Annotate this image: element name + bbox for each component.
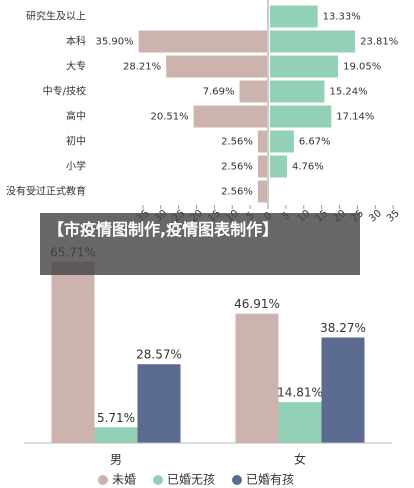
value-label: 19.05% <box>343 62 381 73</box>
bar <box>270 80 325 103</box>
category-label: 大专 <box>66 60 86 73</box>
value-label: 4.76% <box>292 162 324 173</box>
value-label: 17.14% <box>336 112 374 123</box>
bar <box>270 155 288 178</box>
bar <box>270 5 318 28</box>
category-label: 没有受过正式教育 <box>6 185 86 198</box>
bar <box>257 155 267 178</box>
category-label: 高中 <box>66 110 86 123</box>
value-label: 2.56% <box>221 137 253 148</box>
bar <box>166 55 267 78</box>
bar <box>137 364 181 443</box>
bar <box>270 55 339 78</box>
value-label: 23.81% <box>360 37 398 48</box>
legend-marker <box>98 475 108 485</box>
legend-label: 未婚 <box>112 473 136 487</box>
bar <box>193 105 267 128</box>
bar <box>270 30 356 53</box>
category-label: 初中 <box>66 135 86 148</box>
legend-label: 已婚无孩 <box>167 473 215 487</box>
value-label: 14.81% <box>277 386 323 400</box>
category-label: 小学 <box>66 160 86 173</box>
category-label: 中专/技校 <box>43 85 86 98</box>
legend-marker <box>153 475 163 485</box>
bar <box>257 130 267 153</box>
legend-marker <box>232 475 242 485</box>
value-label: 5.71% <box>97 411 135 425</box>
legend-label: 已婚有孩 <box>246 473 294 487</box>
bar <box>278 402 322 443</box>
category-label: 本科 <box>66 35 86 48</box>
bar <box>270 130 294 153</box>
bar <box>321 337 365 443</box>
value-label: 6.67% <box>299 137 331 148</box>
value-label: 2.56% <box>221 187 253 198</box>
value-label: 28.57% <box>136 348 182 362</box>
category-label: 研究生及以上 <box>26 10 86 23</box>
x-tick-label: 男 <box>110 453 122 467</box>
x-tick-label: 35 <box>385 208 402 225</box>
value-label: 28.21% <box>123 62 161 73</box>
bar <box>239 80 267 103</box>
bar <box>51 261 95 443</box>
bar <box>235 313 279 443</box>
value-label: 35.90% <box>96 37 134 48</box>
bar <box>270 105 332 128</box>
value-label: 38.27% <box>320 321 366 335</box>
overlay-title: 【市疫情图制作,疫情图表制作】 <box>40 213 360 275</box>
value-label: 20.51% <box>151 112 189 123</box>
bar <box>94 427 138 443</box>
value-label: 15.24% <box>329 87 367 98</box>
bar <box>257 180 267 203</box>
x-tick-label: 女 <box>294 452 306 467</box>
value-label: 2.56% <box>221 162 253 173</box>
value-label: 7.69% <box>203 87 235 98</box>
bar <box>138 30 267 53</box>
value-label: 13.33% <box>323 12 361 23</box>
value-label: 46.91% <box>234 297 280 311</box>
x-tick-label: 30 <box>367 208 384 225</box>
